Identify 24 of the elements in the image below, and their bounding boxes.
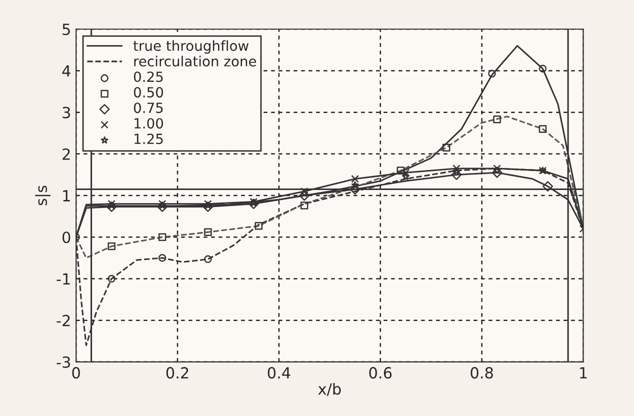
y-tick-label: -1 xyxy=(56,273,70,285)
y-tick-label: 0 xyxy=(62,232,70,244)
y-tick-label: 3 xyxy=(62,106,70,118)
x-tick-label: 0.6 xyxy=(369,367,392,379)
y-tick-label: -3 xyxy=(56,356,70,368)
y-tick-label: 4 xyxy=(62,65,70,77)
y-tick-label: -2 xyxy=(56,314,70,326)
x-tick-label: 1 xyxy=(580,367,587,378)
y-tick-label: 1 xyxy=(63,190,70,202)
y-tick-label: 5 xyxy=(62,24,70,36)
x-tick-label: 0.4 xyxy=(268,367,290,379)
x-tick-label: 0 xyxy=(72,367,80,379)
y-axis-title: s|s xyxy=(35,186,50,206)
legend-label: true throughflow xyxy=(133,40,249,54)
legend-label: 1.25 xyxy=(134,134,163,144)
legend-label: 1.00 xyxy=(134,118,164,129)
legend-label: recirculation zone xyxy=(134,56,256,67)
y-tick-label: 2 xyxy=(62,148,70,160)
legend-label: 0.50 xyxy=(134,87,164,98)
legend-label: 0.25 xyxy=(134,72,163,82)
x-tick-label: 0.2 xyxy=(166,367,188,379)
legend-label: 0.75 xyxy=(134,102,163,114)
x-axis-title: x/b xyxy=(318,382,341,396)
x-tick-label: 0.8 xyxy=(470,367,493,379)
